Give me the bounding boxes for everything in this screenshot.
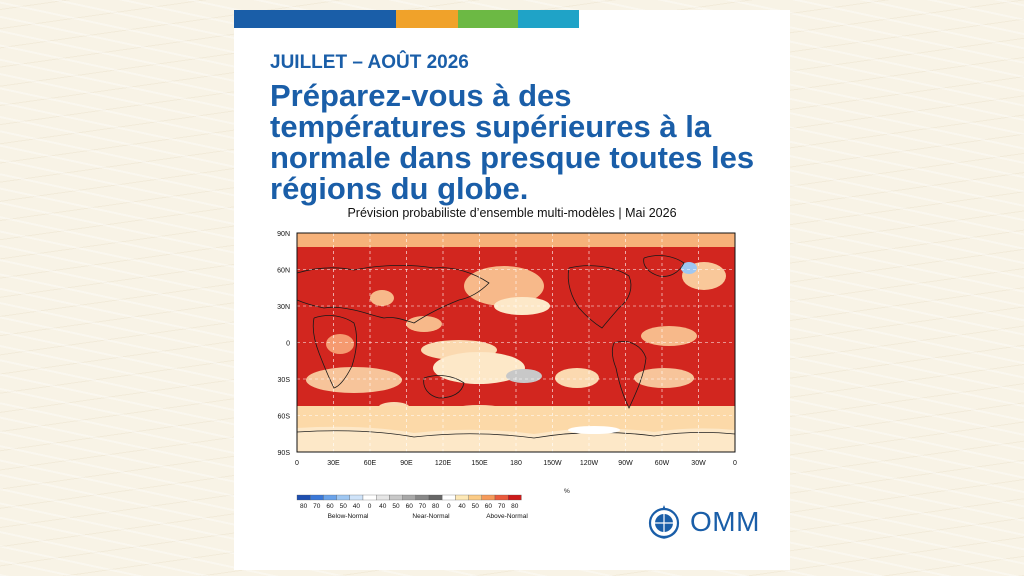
colorbar-unit: % bbox=[564, 488, 570, 495]
colorbar-swatches bbox=[296, 494, 522, 501]
omm-logo-text: OMM bbox=[690, 506, 760, 537]
forecast-card: JUILLET – AOÛT 2026 Préparez-vous à des … bbox=[234, 10, 790, 570]
forecast-map-svg: 90N 60N 30N 0 30S 60S 90S 0 30E 60E 90E … bbox=[277, 231, 737, 467]
lat-label: 0 bbox=[286, 341, 290, 348]
continent-outlines bbox=[296, 255, 685, 409]
wmo-emblem-icon bbox=[648, 505, 680, 539]
colorbar-tick-label: 0 bbox=[447, 503, 451, 510]
brand-color-stripe bbox=[234, 10, 579, 28]
colorbar-swatch bbox=[468, 494, 482, 501]
map-frame bbox=[296, 232, 736, 453]
colorbar-swatch bbox=[442, 494, 456, 501]
colorbar-swatch bbox=[415, 494, 430, 501]
map-subtitle: Prévision probabiliste d’ensemble multi-… bbox=[347, 206, 677, 220]
colorbar-swatch bbox=[428, 494, 443, 501]
colorbar-tick-label: 0 bbox=[368, 503, 372, 510]
headline: Préparez-vous à des températures supérie… bbox=[270, 78, 755, 206]
lat-label: 60N bbox=[277, 268, 290, 275]
stripe-segment-cyan bbox=[518, 10, 579, 28]
colorbar-tick-label: 80 bbox=[300, 503, 308, 510]
colorbar-swatch bbox=[402, 494, 416, 501]
stripe-segment-green bbox=[458, 10, 518, 28]
colorbar-ticks: 80 70 60 50 40 0 40 50 60 70 80 0 40 50 60 70 80 bbox=[300, 503, 519, 510]
colorbar-swatch bbox=[481, 494, 496, 501]
lon-labels: 0 30E 60E 90E 120E 150E 180 150W 120W 90… bbox=[295, 460, 737, 467]
colorbar-tick-label: 80 bbox=[432, 503, 440, 510]
above-normal-label: Above-Normal bbox=[486, 513, 528, 520]
stripe-segment-orange bbox=[396, 10, 458, 28]
colorbar-tick-label: 50 bbox=[392, 503, 400, 510]
colorbar-legend: 80 70 60 50 40 0 40 50 60 70 80 0 40 50 60 70 80 % Below… bbox=[294, 485, 584, 530]
colorbar-swatch bbox=[362, 494, 377, 501]
lat-labels: 90N 60N 30N 0 30S 60S 90S bbox=[277, 231, 290, 457]
colorbar-tick-label: 40 bbox=[379, 503, 387, 510]
lon-label: 180 bbox=[510, 460, 522, 467]
lon-label: 30E bbox=[327, 460, 340, 467]
lon-label: 30W bbox=[691, 460, 706, 467]
colorbar-tick-label: 50 bbox=[340, 503, 348, 510]
lon-label: 120E bbox=[435, 460, 452, 467]
colorbar-tick-label: 80 bbox=[511, 503, 519, 510]
colorbar-tick-label: 40 bbox=[458, 503, 466, 510]
colorbar-swatch bbox=[455, 494, 469, 501]
antarctica-coastline bbox=[296, 430, 736, 439]
lon-label: 90W bbox=[618, 460, 633, 467]
colorbar-swatch bbox=[389, 494, 403, 501]
lon-label: 0 bbox=[295, 460, 299, 467]
near-normal-antarctic-patch bbox=[568, 426, 620, 434]
lat-label: 90S bbox=[278, 450, 291, 457]
lat-label: 30N bbox=[277, 304, 290, 311]
colorbar-tick-label: 50 bbox=[472, 503, 480, 510]
colorbar-swatch bbox=[508, 494, 522, 501]
forecast-period: JUILLET – AOÛT 2026 bbox=[270, 52, 469, 73]
lon-label: 60E bbox=[364, 460, 377, 467]
below-normal-label: Below-Normal bbox=[328, 513, 369, 520]
colorbar-tick-label: 70 bbox=[498, 503, 506, 510]
colorbar-tick-label: 60 bbox=[485, 503, 493, 510]
colorbar-swatch bbox=[296, 494, 311, 501]
colorbar-swatch bbox=[310, 494, 324, 501]
lon-label: 60W bbox=[655, 460, 670, 467]
lon-label: 120W bbox=[580, 460, 599, 467]
colorbar-tick-label: 70 bbox=[313, 503, 321, 510]
lat-label: 90N bbox=[277, 231, 290, 238]
colorbar-svg: 80 70 60 50 40 0 40 50 60 70 80 0 40 50 60 70 80 % Below… bbox=[296, 488, 570, 520]
colorbar-swatch bbox=[376, 494, 390, 501]
forecast-map: 90N 60N 30N 0 30S 60S 90S 0 30E 60E 90E … bbox=[274, 228, 744, 485]
lon-label: 150E bbox=[471, 460, 488, 467]
lat-label: 30S bbox=[278, 377, 291, 384]
colorbar-swatch bbox=[349, 494, 364, 501]
lon-label: 0 bbox=[733, 460, 737, 467]
colorbar-swatch bbox=[323, 494, 337, 501]
lon-label: 90E bbox=[400, 460, 413, 467]
near-normal-label: Near-Normal bbox=[412, 513, 450, 520]
colorbar-swatch bbox=[336, 494, 350, 501]
colorbar-tick-label: 40 bbox=[353, 503, 361, 510]
colorbar-swatch bbox=[494, 494, 509, 501]
map-color-patches bbox=[306, 262, 726, 421]
stripe-segment-blue bbox=[234, 10, 396, 28]
colorbar-tick-label: 60 bbox=[326, 503, 334, 510]
graticule bbox=[297, 233, 735, 452]
colorbar-tick-label: 60 bbox=[406, 503, 414, 510]
omm-logo: OMM bbox=[644, 502, 760, 542]
colorbar-tick-label: 70 bbox=[419, 503, 427, 510]
lon-label: 150W bbox=[543, 460, 562, 467]
lat-label: 60S bbox=[278, 414, 291, 421]
